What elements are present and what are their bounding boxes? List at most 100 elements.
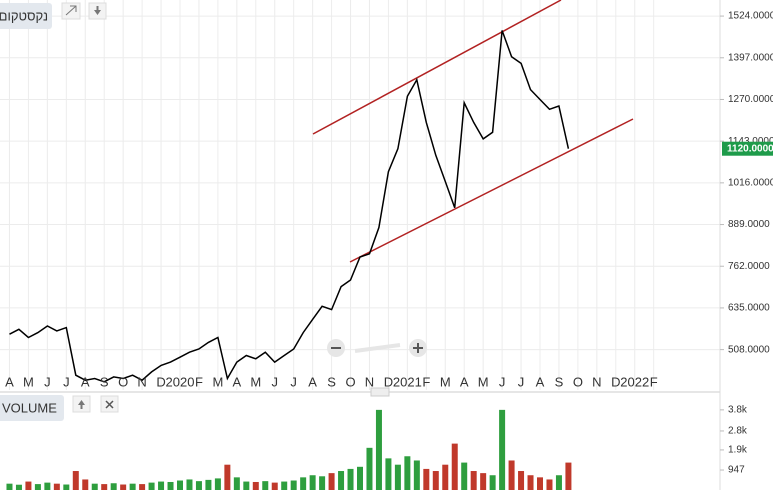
volume-bar <box>347 468 354 490</box>
volume-bar <box>375 409 382 490</box>
volume-bar <box>110 483 117 490</box>
x-tick-label: 2021 <box>393 374 422 389</box>
x-tick-label: M <box>23 374 34 389</box>
down-icon <box>94 6 101 15</box>
x-tick-label: D <box>384 374 393 389</box>
up-icon <box>78 400 85 409</box>
x-tick-label: J <box>44 374 51 389</box>
volume-bar <box>300 477 307 490</box>
volume-bar <box>413 460 420 490</box>
volume-bar <box>120 484 127 490</box>
volume-bar <box>338 471 345 490</box>
volume-bar <box>167 481 174 490</box>
y-tick-label: 1016.0000 <box>728 177 773 188</box>
x-tick-label: J <box>499 374 506 389</box>
volume-bar <box>72 471 79 490</box>
symbol-box[interactable] <box>0 3 52 29</box>
x-tick-label: N <box>592 374 601 389</box>
volume-bar <box>271 482 278 490</box>
y-tick-label: 1270.0000 <box>728 94 773 105</box>
zoom-in-icon <box>413 343 423 353</box>
x-tick-label: N <box>365 374 374 389</box>
y-tick-label: 635.0000 <box>728 303 770 314</box>
last-price-label: 1120.0000 <box>727 143 773 154</box>
y-tick-label: 1143.0000 <box>728 136 773 147</box>
volume-bar <box>499 409 506 490</box>
x-tick-label: A <box>460 374 469 389</box>
volume-bar <box>158 481 165 490</box>
x-tick-label: N <box>137 374 146 389</box>
x-tick-label: O <box>345 374 355 389</box>
x-tick-label: M <box>440 374 451 389</box>
volume-bar <box>44 482 51 490</box>
volume-bar <box>186 479 193 490</box>
volume-bar <box>252 481 259 490</box>
volume-bar <box>281 481 288 490</box>
volume-bar <box>480 473 487 490</box>
volume-bar <box>15 484 22 490</box>
plot <box>6 30 572 490</box>
volume-bar <box>385 458 392 490</box>
volume-bar <box>91 483 98 490</box>
x-tick-label: F <box>195 374 203 389</box>
volume-bar <box>243 481 250 490</box>
expand-icon <box>65 5 77 16</box>
y-tick-label: 1524.0000 <box>728 11 773 22</box>
x-tick-label: F <box>422 374 430 389</box>
y-tick-label: 1397.0000 <box>728 52 773 63</box>
y-tick-label: 762.0000 <box>728 261 770 272</box>
x-tick-label: A <box>5 374 14 389</box>
x-tick-label: O <box>118 374 128 389</box>
volume-bar <box>195 481 202 490</box>
volume-bar <box>357 466 363 490</box>
x-tick-label: M <box>478 374 489 389</box>
volume-bar <box>546 479 553 490</box>
volume-box[interactable] <box>0 395 64 421</box>
x-tick-label: O <box>573 374 583 389</box>
channel-lower[interactable] <box>349 118 634 263</box>
volume-bar <box>6 483 13 490</box>
volume-bar <box>432 471 439 490</box>
channel-upper[interactable] <box>312 0 562 135</box>
volume-title: VOLUME <box>2 400 57 415</box>
volume-bar <box>139 484 146 490</box>
volume-bar <box>319 476 326 490</box>
y-tick-label: 1.9k <box>728 445 748 456</box>
volume-bar <box>82 479 89 490</box>
volume-bar <box>461 462 468 490</box>
volume-bar <box>328 473 335 490</box>
volume-bar <box>309 475 316 490</box>
volume-bar <box>366 447 373 490</box>
volume-bar <box>489 475 496 490</box>
volume-bar <box>555 475 562 490</box>
volume-bar <box>565 462 572 490</box>
x-tick-label: M <box>212 374 223 389</box>
volume-bar <box>527 475 534 490</box>
volume-bar <box>233 477 240 490</box>
pane-resize[interactable] <box>370 387 390 397</box>
x-tick-label: A <box>536 374 545 389</box>
x-tick-label: A <box>233 374 242 389</box>
y-tick-label: 947 <box>728 465 745 476</box>
x-tick-label: A <box>308 374 317 389</box>
volume-bar <box>205 479 212 490</box>
volume-bar <box>262 481 269 490</box>
x-tick-label: D <box>156 374 165 389</box>
volume-bar <box>25 481 32 490</box>
x-tick-label: 2022 <box>620 374 649 389</box>
x-tick-label: J <box>271 374 278 389</box>
volume-bar <box>451 443 458 490</box>
last-price-tag <box>722 141 773 156</box>
volume-bar <box>404 456 411 490</box>
zoom-slider[interactable] <box>354 343 401 353</box>
volume-bar <box>53 483 60 490</box>
volume-bar <box>423 468 430 490</box>
x-tick-label: S <box>100 374 109 389</box>
volume-bar <box>34 484 41 490</box>
volume-bar <box>470 471 477 490</box>
x-tick-label: D <box>611 374 620 389</box>
y-tick-label: 889.0000 <box>728 219 770 230</box>
x-tick-label: F <box>650 374 658 389</box>
